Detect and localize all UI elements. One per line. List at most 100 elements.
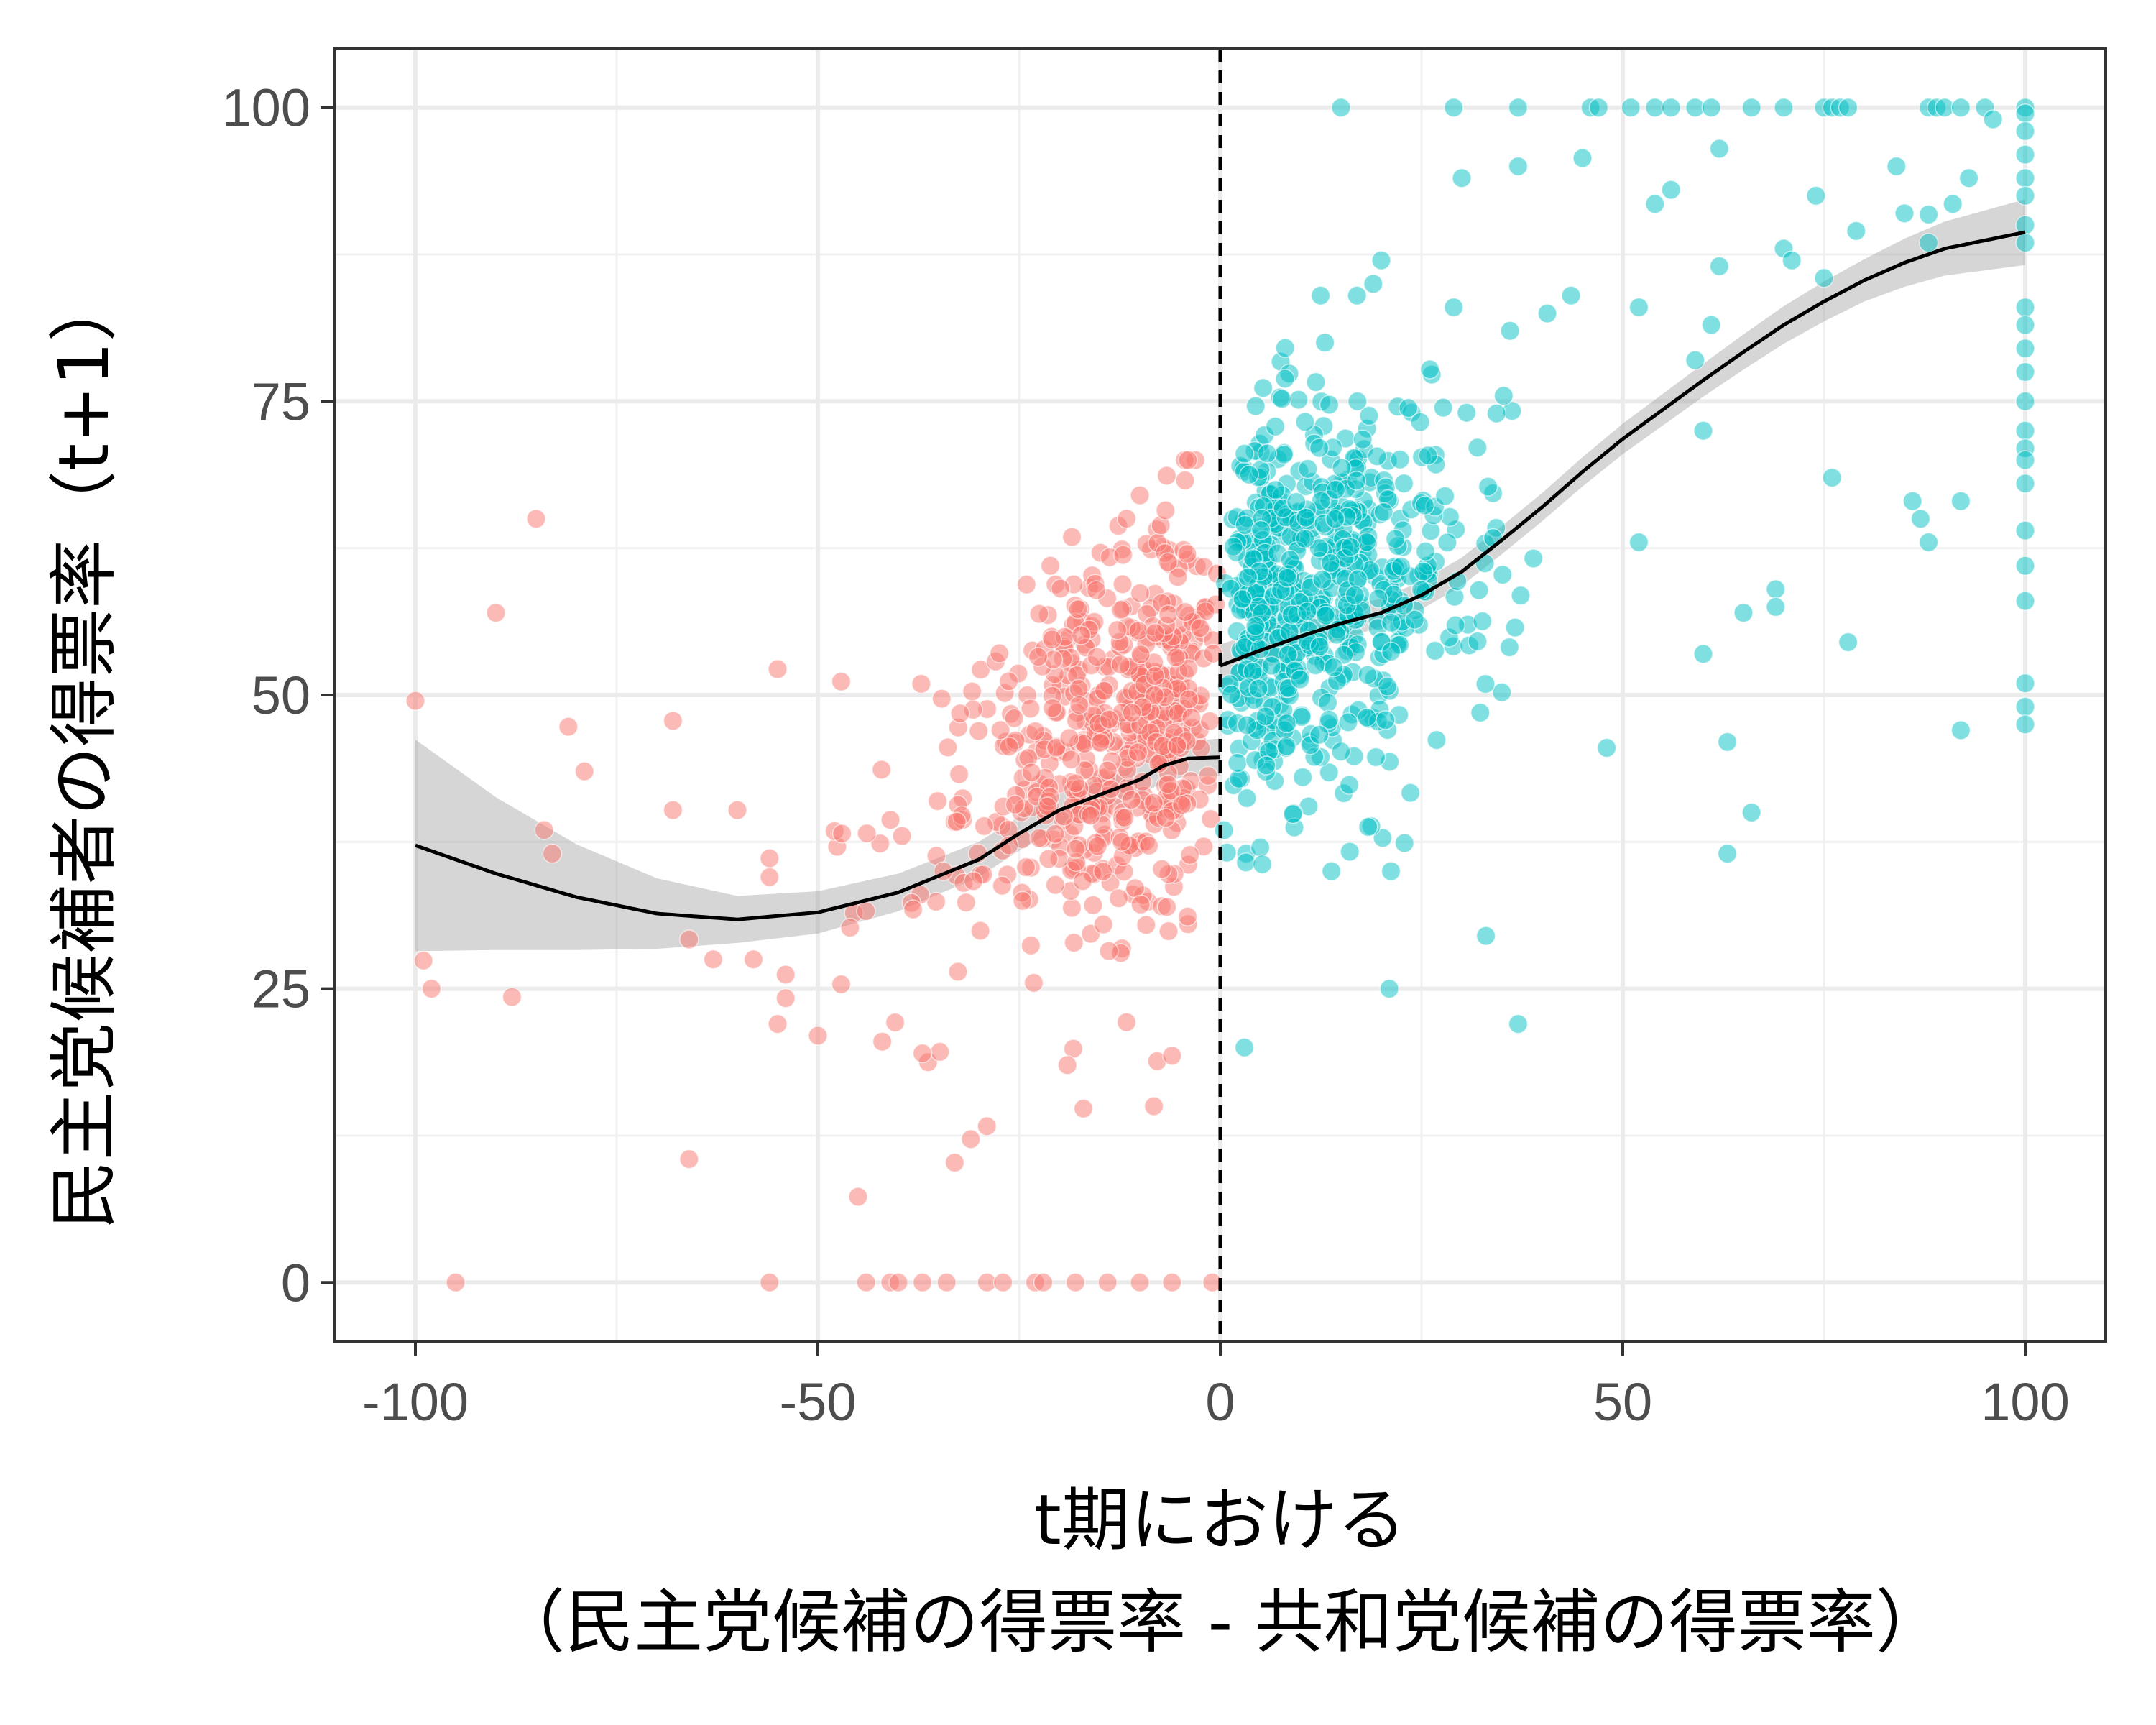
right-point <box>1470 702 1491 723</box>
right-point <box>1523 548 1544 569</box>
right-point <box>1661 180 1681 200</box>
right-point <box>1357 707 1377 728</box>
right-point <box>1958 168 1979 188</box>
left-point <box>1138 835 1159 856</box>
right-point <box>1359 405 1379 426</box>
left-point <box>1116 1012 1137 1032</box>
left-smooth-line <box>415 755 1221 921</box>
left-point <box>1116 508 1137 529</box>
left-point <box>1071 625 1092 645</box>
right-point <box>1983 109 2003 129</box>
left-point <box>727 800 747 820</box>
right-edge-point <box>2015 474 2035 494</box>
right-point <box>1297 602 1317 622</box>
data-points <box>405 97 2035 1293</box>
right-point <box>1286 492 1307 512</box>
right-point <box>1413 561 1434 581</box>
left-point <box>1042 698 1063 719</box>
right-point <box>1410 412 1430 432</box>
right-point <box>1298 459 1318 479</box>
right-point <box>1277 568 1297 588</box>
right-point <box>1588 97 1609 118</box>
x-tick-label: -100 <box>362 1372 469 1432</box>
right-point <box>1379 978 1399 999</box>
right-point <box>1289 390 1309 410</box>
right-edge-point <box>2015 420 2035 441</box>
y-tick-label: 100 <box>222 78 310 138</box>
right-point <box>1468 438 1488 458</box>
right-point <box>1572 148 1593 168</box>
left-point <box>1130 1272 1150 1293</box>
left-point <box>1143 793 1164 813</box>
left-point <box>1175 470 1195 491</box>
left-point <box>1143 1096 1164 1116</box>
right-point <box>1741 97 1761 118</box>
right-point <box>1741 802 1761 823</box>
left-point <box>1097 1272 1118 1293</box>
right-point <box>1561 285 1581 306</box>
right-point <box>1332 458 1352 478</box>
left-point <box>1021 762 1042 783</box>
right-point <box>1766 579 1786 599</box>
left-point <box>1128 620 1148 641</box>
right-point <box>1314 332 1335 353</box>
right-point <box>1943 194 1963 214</box>
right-point <box>1325 479 1346 500</box>
left-point <box>1110 599 1131 620</box>
right-point <box>1292 767 1313 788</box>
left-point <box>992 1272 1013 1293</box>
confidence-bands <box>415 199 2025 952</box>
left-point <box>1128 742 1148 763</box>
left-point <box>970 921 990 941</box>
right-confidence-band <box>1220 199 2025 687</box>
left-point <box>775 988 796 1008</box>
right-edge-point <box>2015 104 2035 124</box>
right-edge-point <box>2015 232 2035 253</box>
left-point <box>1094 681 1115 701</box>
left-point <box>949 764 969 784</box>
right-edge-point <box>2015 144 2035 165</box>
right-point <box>1214 820 1234 840</box>
right-point <box>1331 741 1351 762</box>
right-point <box>1319 762 1340 783</box>
left-point <box>1177 906 1198 927</box>
right-point <box>1339 775 1360 795</box>
right-point <box>1918 532 1939 553</box>
right-point <box>1621 97 1641 118</box>
left-point <box>1156 808 1176 828</box>
left-point <box>1080 806 1101 826</box>
right-point <box>1902 491 1922 512</box>
right-point <box>1838 97 1858 118</box>
left-point <box>1130 485 1150 505</box>
right-point <box>1338 712 1358 732</box>
right-point <box>1444 97 1464 118</box>
right-point <box>1257 443 1278 464</box>
left-point <box>1029 604 1049 624</box>
left-point <box>1061 898 1082 918</box>
left-point <box>574 761 594 781</box>
left-point <box>446 1272 466 1293</box>
left-point <box>872 1031 893 1052</box>
left-point <box>1097 760 1118 781</box>
left-point <box>502 987 522 1007</box>
left-point <box>950 703 970 724</box>
y-tick-label: 25 <box>252 960 310 1019</box>
right-point <box>1275 369 1295 389</box>
left-point <box>946 811 967 832</box>
right-point <box>1238 567 1258 587</box>
left-point <box>1059 728 1079 748</box>
left-point <box>1004 708 1024 729</box>
x-tick-label: -50 <box>780 1372 857 1432</box>
right-point <box>1950 97 1971 118</box>
right-edge-point <box>2015 391 2035 412</box>
right-point <box>1782 250 1802 270</box>
left-point <box>413 950 433 971</box>
right-edge-point <box>2015 520 2035 540</box>
right-point <box>1237 788 1257 809</box>
right-point <box>1433 397 1453 418</box>
right-point <box>1483 528 1503 548</box>
left-point <box>1086 580 1107 600</box>
right-point <box>1234 1037 1255 1058</box>
left-point <box>1178 658 1199 679</box>
left-point <box>703 949 724 970</box>
